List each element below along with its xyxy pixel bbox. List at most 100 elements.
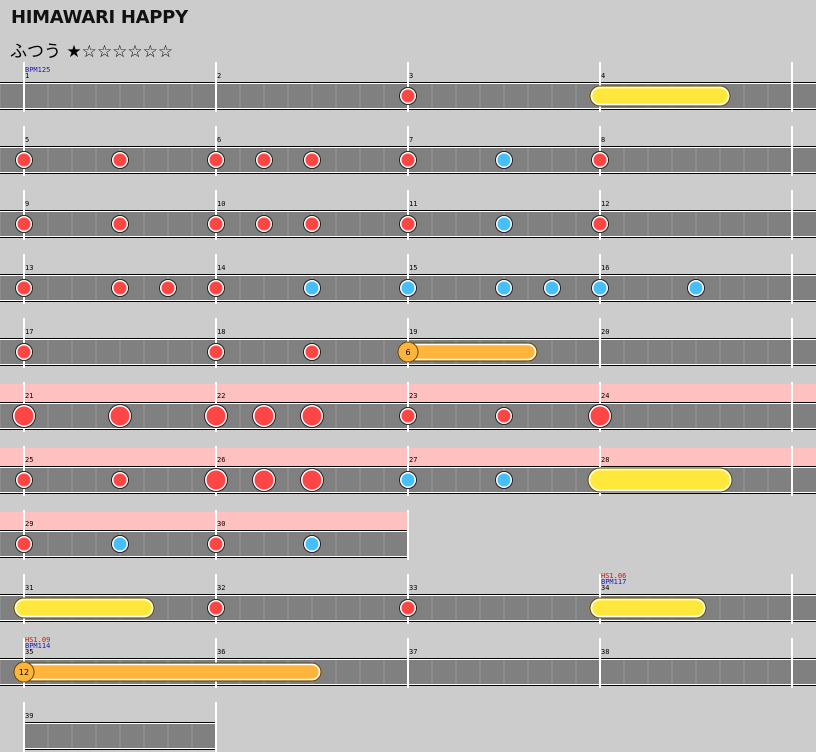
measure-number: 12 xyxy=(601,200,609,208)
don-note xyxy=(17,217,31,231)
measure-number: 24 xyxy=(601,392,609,400)
ka-note xyxy=(401,281,415,295)
ka-note xyxy=(689,281,703,295)
don-note xyxy=(17,153,31,167)
measure-number: 3 xyxy=(409,72,413,80)
drumroll-note xyxy=(589,597,707,619)
don-note xyxy=(401,153,415,167)
ka-note xyxy=(497,217,511,231)
don-note xyxy=(17,345,31,359)
measure-number: 36 xyxy=(217,648,225,656)
ka-note xyxy=(545,281,559,295)
scroll-speed-label: HS1.09 xyxy=(25,636,50,644)
balloon-note xyxy=(398,342,538,362)
don-note xyxy=(113,281,127,295)
lane xyxy=(0,532,408,556)
measure-number: 9 xyxy=(25,200,29,208)
balloon-head xyxy=(13,661,35,683)
don-note xyxy=(209,281,223,295)
don-note xyxy=(113,217,127,231)
ka-note xyxy=(497,281,511,295)
don-big-note xyxy=(14,406,34,426)
roll-outline xyxy=(590,86,730,106)
difficulty-rating: ふつう ★☆☆☆☆☆☆ xyxy=(10,42,174,62)
measure-number: 21 xyxy=(25,392,33,400)
measure-number: 10 xyxy=(217,200,225,208)
measure-number: 18 xyxy=(217,328,225,336)
ka-note xyxy=(497,153,511,167)
measure-number: 33 xyxy=(409,584,417,592)
don-big-note xyxy=(110,406,130,426)
don-note xyxy=(593,217,607,231)
don-big-note xyxy=(302,470,322,490)
don-big-note xyxy=(254,470,274,490)
don-note xyxy=(209,345,223,359)
bpm-label: BPM117 xyxy=(601,578,626,586)
measure-number: 38 xyxy=(601,648,609,656)
measure-number: 31 xyxy=(25,584,33,592)
measure-number: 37 xyxy=(409,648,417,656)
drumroll-note xyxy=(13,597,155,619)
don-big-note xyxy=(254,406,274,426)
don-big-note xyxy=(206,470,226,490)
measure-number: 29 xyxy=(25,520,33,528)
don-note xyxy=(305,345,319,359)
scroll-speed-label: HS1.06 xyxy=(601,572,626,580)
don-note xyxy=(257,217,271,231)
measure-number: 27 xyxy=(409,456,417,464)
measure-number: 17 xyxy=(25,328,33,336)
ka-note xyxy=(497,473,511,487)
ka-note xyxy=(401,473,415,487)
measure-number: 34 xyxy=(601,584,609,592)
ka-note xyxy=(305,537,319,551)
don-note xyxy=(113,473,127,487)
balloon-head xyxy=(397,341,419,363)
don-big-note xyxy=(302,406,322,426)
don-note xyxy=(209,601,223,615)
don-note xyxy=(401,409,415,423)
don-note xyxy=(17,473,31,487)
balloon-count: 6 xyxy=(405,348,410,357)
measure-number: 6 xyxy=(217,136,221,144)
balloon-count: 12 xyxy=(19,668,29,677)
don-note xyxy=(401,217,415,231)
bpm-label: BPM125 xyxy=(25,66,50,74)
measure-number: 8 xyxy=(601,136,605,144)
don-note xyxy=(401,601,415,615)
don-note xyxy=(497,409,511,423)
don-note xyxy=(257,153,271,167)
roll-outline xyxy=(588,468,732,492)
don-note xyxy=(209,217,223,231)
measure-number: 26 xyxy=(217,456,225,464)
measure-number: 25 xyxy=(25,456,33,464)
don-big-note xyxy=(206,406,226,426)
roll-outline xyxy=(14,598,154,618)
song-title: HIMAWARI HAPPY xyxy=(11,7,188,28)
measure-number: 14 xyxy=(217,264,225,272)
don-note xyxy=(209,537,223,551)
measure-number: 35 xyxy=(25,648,33,656)
measure-number: 2 xyxy=(217,72,221,80)
measure-number: 19 xyxy=(409,328,417,336)
gogo-band xyxy=(0,512,408,532)
measure-number: 20 xyxy=(601,328,609,336)
measure-number: 1 xyxy=(25,72,29,80)
don-note xyxy=(113,153,127,167)
ka-note xyxy=(113,537,127,551)
measure-number: 15 xyxy=(409,264,417,272)
measure-number: 5 xyxy=(25,136,29,144)
don-note xyxy=(593,153,607,167)
measure-number: 16 xyxy=(601,264,609,272)
don-note xyxy=(209,153,223,167)
measure-number: 7 xyxy=(409,136,413,144)
don-note xyxy=(17,281,31,295)
ka-note xyxy=(593,281,607,295)
measure-number: 32 xyxy=(217,584,225,592)
don-note xyxy=(305,153,319,167)
don-note xyxy=(161,281,175,295)
measure-number: 28 xyxy=(601,456,609,464)
measure-number: 13 xyxy=(25,264,33,272)
roll-outline xyxy=(590,598,706,618)
balloon-note xyxy=(14,662,322,682)
